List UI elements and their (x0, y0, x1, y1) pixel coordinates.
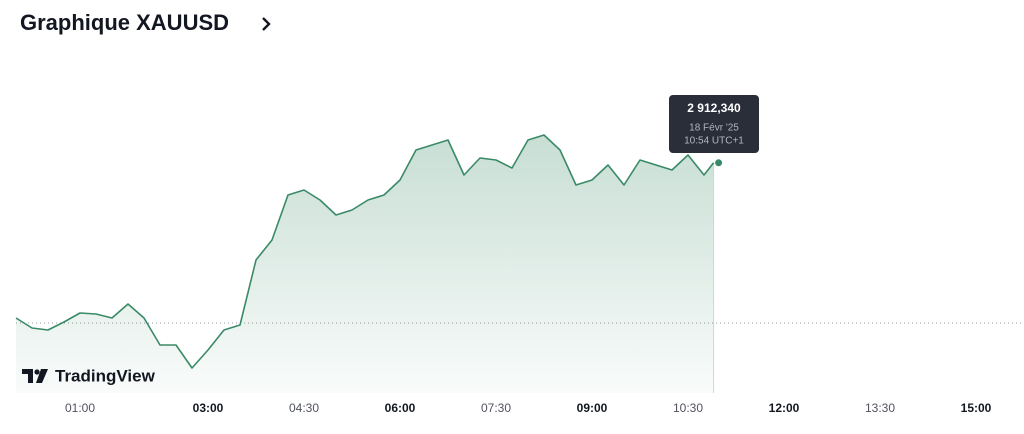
last-point (715, 159, 723, 167)
x-tick-label: 09:00 (577, 401, 608, 415)
x-tick-label: 01:00 (65, 401, 95, 415)
tooltip-date: 18 Févr '25 (689, 123, 739, 134)
x-tick-label: 12:00 (769, 401, 800, 415)
area-fill (16, 135, 714, 393)
x-tick-label: 10:30 (673, 401, 703, 415)
chart-title[interactable]: Graphique XAUUSD (20, 10, 229, 35)
title-chevron[interactable] (262, 17, 271, 31)
x-tick-label: 15:00 (961, 401, 992, 415)
tooltip-value: 2 912,340 (687, 101, 741, 115)
x-tick-label: 04:30 (289, 401, 319, 415)
plot-area (15, 134, 1024, 393)
brand-name: TradingView (55, 366, 156, 385)
brand-logo: TradingView (22, 366, 156, 385)
tooltip-box (669, 95, 759, 153)
x-tick-label: 06:00 (385, 401, 416, 415)
price-line (15, 134, 715, 369)
x-tick-label: 03:00 (193, 401, 224, 415)
tooltip: 2 912,340 18 Févr '25 10:54 UTC+1 (669, 95, 759, 153)
tooltip-time: 10:54 UTC+1 (684, 136, 744, 147)
x-tick-label: 07:30 (481, 401, 511, 415)
x-tick-label: 13:30 (865, 401, 895, 415)
